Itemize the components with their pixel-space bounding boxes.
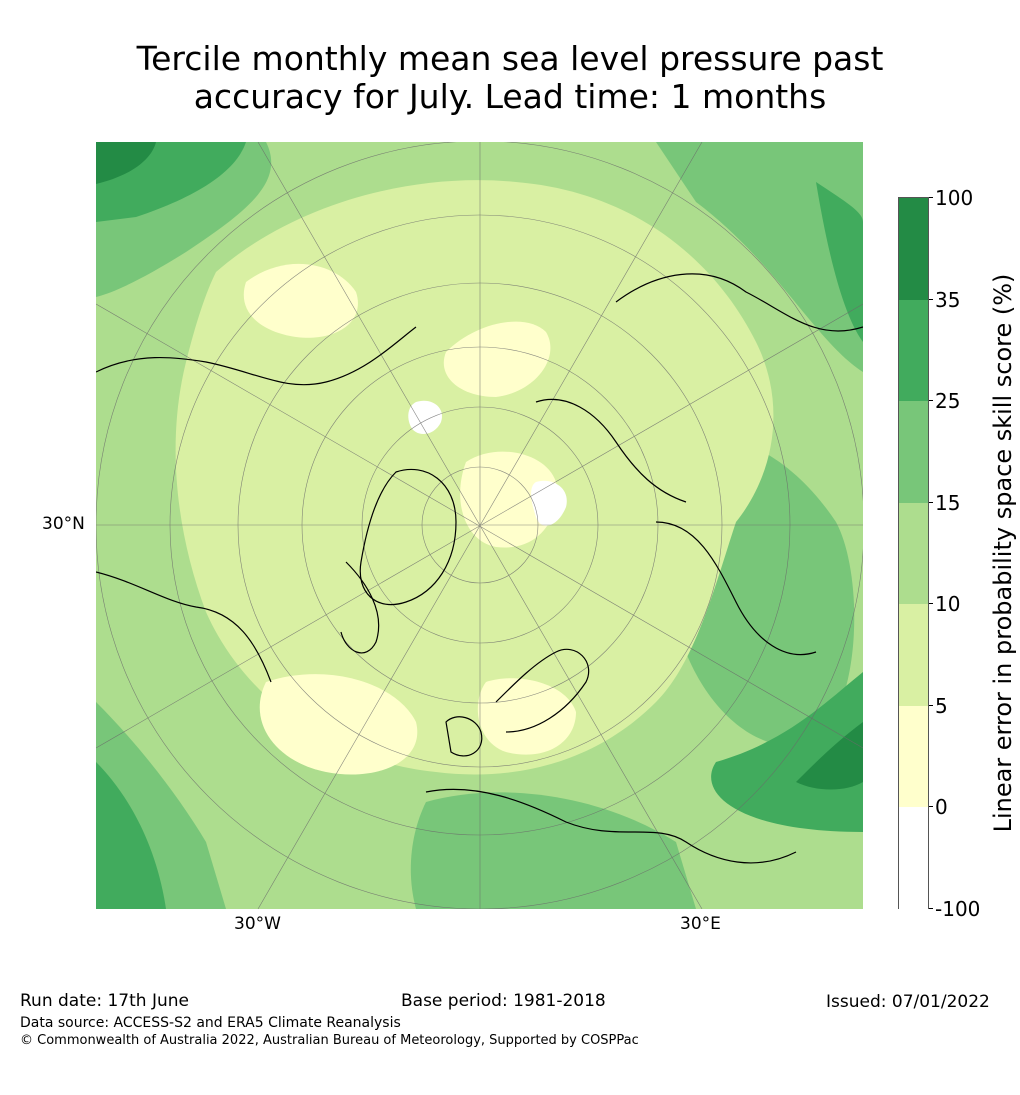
colorbar-tickmark	[929, 705, 933, 706]
colorbar-tick-15: 15	[935, 491, 961, 515]
colorbar-tickmark	[929, 400, 933, 401]
coast-british-isles	[445, 716, 483, 757]
colorbar-label: Linear error in probability space skill …	[989, 273, 1017, 833]
colorbar	[898, 197, 929, 910]
pale-area-4	[259, 674, 418, 775]
colorbar-bin-15-25	[899, 401, 928, 503]
map-canvas	[96, 142, 863, 909]
lat-label-30n: 30°N	[42, 514, 85, 534]
colorbar-tick-neg100: -100	[935, 897, 981, 921]
region-se-darkest	[796, 722, 863, 790]
white-area-1	[531, 480, 567, 526]
colorbar-tick-5: 5	[935, 694, 948, 718]
region-ne-dark	[816, 182, 863, 342]
copyright: © Commonwealth of Australia 2022, Austra…	[20, 1033, 639, 1048]
region-south	[410, 792, 696, 909]
pale-area-2	[443, 321, 551, 397]
pale-area-1	[243, 263, 358, 338]
coastlines	[96, 273, 863, 864]
coast-russia-interior	[655, 521, 817, 656]
coast-north-america-north	[96, 326, 417, 386]
base-period: Base period: 1981-2018	[401, 991, 606, 1011]
coast-greenland	[359, 468, 457, 606]
title-line-2: accuracy for July. Lead time: 1 months	[193, 77, 827, 116]
colorbar-tickmark	[929, 908, 933, 909]
coast-scandinavia	[495, 648, 590, 733]
data-source: Data source: ACCESS-S2 and ERA5 Climate …	[20, 1015, 401, 1031]
colorbar-bin-0-5	[899, 706, 928, 807]
colorbar-tickmark	[929, 197, 933, 198]
colorbar-tickmark	[929, 806, 933, 807]
issued-date: Issued: 07/01/2022	[826, 992, 990, 1012]
coast-east-asia-north	[615, 273, 863, 332]
colorbar-bin-35-100	[899, 198, 928, 300]
title-line-1: Tercile monthly mean sea level pressure …	[136, 39, 884, 78]
lon-label-30w: 30°W	[234, 914, 281, 934]
run-date: Run date: 17th June	[20, 991, 189, 1011]
coast-siberia	[535, 398, 687, 503]
colorbar-tickmark	[929, 603, 933, 604]
chart-title: Tercile monthly mean sea level pressure …	[0, 40, 1020, 116]
colorbar-tick-25: 25	[935, 389, 961, 413]
coast-europe-south	[425, 788, 797, 864]
region-sw-dark	[96, 762, 166, 909]
pale-area-5	[477, 678, 576, 755]
region-ne	[656, 142, 863, 372]
colorbar-tickmark	[929, 299, 933, 300]
lon-label-30e: 30°E	[680, 914, 721, 934]
region-se-dark	[711, 672, 863, 832]
graticule	[96, 142, 863, 909]
colorbar-tick-35: 35	[935, 288, 961, 312]
colorbar-tickmark	[929, 502, 933, 503]
coast-hudson	[340, 561, 380, 654]
colorbar-bin-neg100-0	[899, 807, 928, 910]
colorbar-tick-100: 100	[935, 186, 974, 210]
region-nw-darkest	[96, 142, 156, 184]
coast-north-america-east	[96, 571, 272, 683]
meridian-60e	[96, 303, 863, 749]
skill-score-map	[96, 142, 863, 909]
colorbar-bin-25-35	[899, 300, 928, 401]
colorbar-tick-0: 0	[935, 795, 948, 819]
colorbar-bin-5-10	[899, 604, 928, 706]
colorbar-bin-10-15	[899, 503, 928, 604]
colorbar-tick-10: 10	[935, 592, 961, 616]
